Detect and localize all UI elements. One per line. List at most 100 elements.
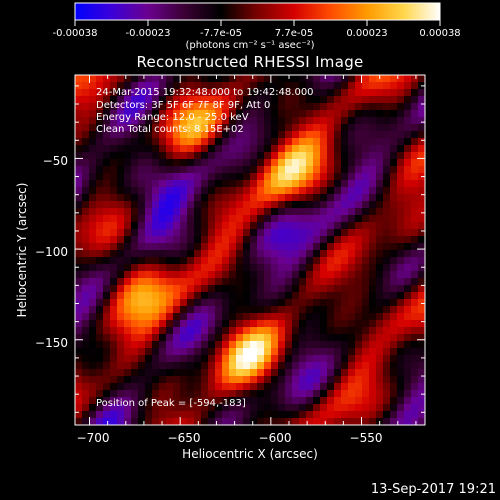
heatmap-cell bbox=[376, 278, 384, 286]
heatmap-cell bbox=[348, 82, 356, 90]
heatmap-cell bbox=[89, 229, 97, 237]
heatmap-cell bbox=[271, 355, 279, 363]
heatmap-cell bbox=[313, 222, 321, 230]
heatmap-cell bbox=[306, 215, 314, 223]
heatmap-cell bbox=[376, 271, 384, 279]
heatmap-cell bbox=[229, 411, 237, 419]
heatmap-cell bbox=[278, 187, 286, 195]
heatmap-cell bbox=[117, 292, 125, 300]
heatmap-cell bbox=[131, 131, 139, 139]
heatmap-cell bbox=[166, 75, 174, 83]
heatmap-cell bbox=[166, 138, 174, 146]
heatmap-cell bbox=[334, 355, 342, 363]
heatmap-cell bbox=[124, 173, 132, 181]
heatmap-cell bbox=[348, 152, 356, 160]
heatmap-cell bbox=[320, 355, 328, 363]
heatmap-cell bbox=[355, 369, 363, 377]
heatmap-cell bbox=[208, 159, 216, 167]
heatmap-cell bbox=[215, 292, 223, 300]
heatmap-cell bbox=[271, 117, 279, 125]
heatmap-cell bbox=[208, 257, 216, 265]
heatmap-cell bbox=[243, 397, 251, 405]
heatmap-cell bbox=[243, 180, 251, 188]
heatmap-cell bbox=[348, 96, 356, 104]
heatmap-cell bbox=[173, 306, 181, 314]
heatmap-cell bbox=[159, 362, 167, 370]
heatmap-cell bbox=[327, 215, 335, 223]
heatmap-cell bbox=[180, 82, 188, 90]
heatmap-cell bbox=[96, 418, 104, 426]
heatmap-cell bbox=[215, 124, 223, 132]
heatmap-cell bbox=[320, 103, 328, 111]
heatmap-cell bbox=[159, 299, 167, 307]
heatmap-cell bbox=[187, 222, 195, 230]
heatmap-cell bbox=[82, 299, 90, 307]
heatmap-cell bbox=[152, 397, 160, 405]
heatmap-cell bbox=[138, 327, 146, 335]
heatmap-cell bbox=[159, 124, 167, 132]
heatmap-cell bbox=[355, 327, 363, 335]
heatmap-cell bbox=[222, 271, 230, 279]
heatmap-cell bbox=[292, 362, 300, 370]
heatmap-cell bbox=[173, 334, 181, 342]
heatmap-cell bbox=[264, 194, 272, 202]
heatmap-cell bbox=[222, 201, 230, 209]
heatmap-cell bbox=[285, 194, 293, 202]
heatmap-cell bbox=[145, 89, 153, 97]
heatmap-cell bbox=[180, 250, 188, 258]
heatmap-cell bbox=[180, 180, 188, 188]
heatmap-cell bbox=[222, 418, 230, 426]
heatmap-cell bbox=[236, 89, 244, 97]
heatmap-cell bbox=[418, 201, 426, 209]
heatmap-cell bbox=[369, 159, 377, 167]
heatmap-cell bbox=[334, 194, 342, 202]
heatmap-cell bbox=[138, 271, 146, 279]
heatmap-cell bbox=[348, 75, 356, 83]
heatmap-cell bbox=[257, 222, 265, 230]
heatmap-cell bbox=[173, 299, 181, 307]
heatmap-cell bbox=[306, 194, 314, 202]
heatmap-cell bbox=[411, 369, 419, 377]
heatmap-cell bbox=[138, 257, 146, 265]
heatmap-cell bbox=[222, 404, 230, 412]
heatmap-cell bbox=[390, 229, 398, 237]
heatmap-cell bbox=[369, 334, 377, 342]
heatmap-cell bbox=[306, 166, 314, 174]
heatmap-cell bbox=[194, 89, 202, 97]
heatmap-cell bbox=[264, 306, 272, 314]
heatmap-cell bbox=[271, 306, 279, 314]
heatmap-cell bbox=[369, 124, 377, 132]
heatmap-cell bbox=[341, 250, 349, 258]
heatmap-cell bbox=[327, 278, 335, 286]
heatmap-cell bbox=[362, 348, 370, 356]
heatmap-cell bbox=[208, 278, 216, 286]
heatmap-cell bbox=[250, 334, 258, 342]
heatmap-cell bbox=[327, 376, 335, 384]
heatmap-cell bbox=[250, 236, 258, 244]
heatmap-cell bbox=[75, 201, 83, 209]
heatmap-cell bbox=[362, 404, 370, 412]
heatmap-cell bbox=[243, 334, 251, 342]
heatmap-cell bbox=[222, 75, 230, 83]
heatmap-cell bbox=[376, 257, 384, 265]
heatmap-cell bbox=[257, 362, 265, 370]
heatmap-cell bbox=[404, 404, 412, 412]
heatmap-cell bbox=[341, 383, 349, 391]
heatmap-cell bbox=[250, 418, 258, 426]
heatmap-cell bbox=[180, 194, 188, 202]
heatmap-cell bbox=[96, 250, 104, 258]
heatmap-cell bbox=[124, 334, 132, 342]
heatmap-cell bbox=[243, 138, 251, 146]
heatmap-cell bbox=[138, 229, 146, 237]
heatmap-cell bbox=[159, 278, 167, 286]
heatmap-cell bbox=[82, 75, 90, 83]
heatmap-cell bbox=[236, 320, 244, 328]
heatmap-cell bbox=[222, 369, 230, 377]
heatmap-cell bbox=[362, 362, 370, 370]
heatmap-cell bbox=[222, 215, 230, 223]
y-tick-label: −150 bbox=[35, 336, 68, 350]
heatmap-cell bbox=[201, 369, 209, 377]
heatmap-cell bbox=[411, 229, 419, 237]
heatmap-cell bbox=[355, 110, 363, 118]
heatmap-cell bbox=[369, 201, 377, 209]
